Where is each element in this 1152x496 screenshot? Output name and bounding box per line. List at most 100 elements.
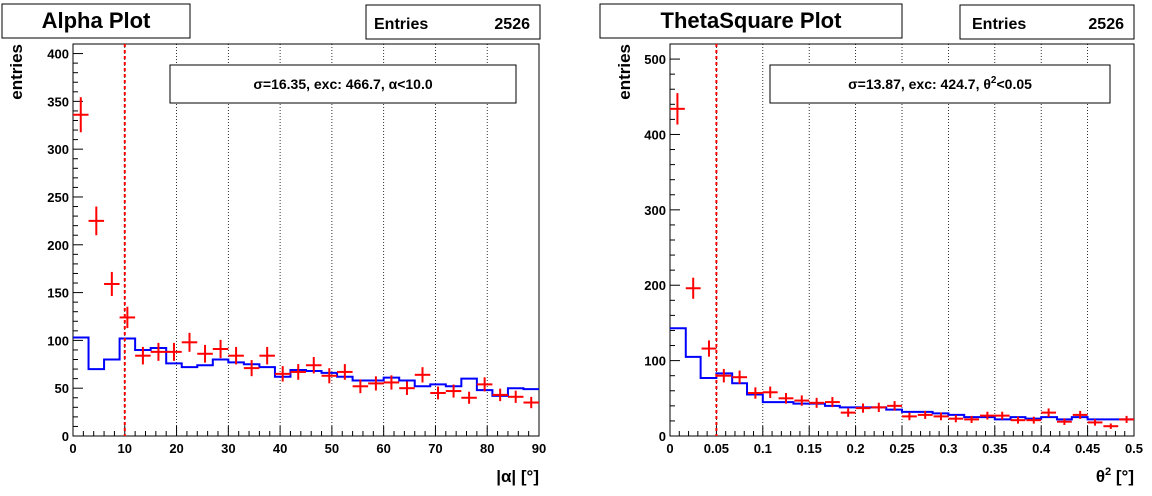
x-tick-label: 0.25 bbox=[889, 441, 914, 456]
data-point bbox=[88, 206, 105, 236]
data-point bbox=[259, 346, 275, 365]
x-tick-label: 20 bbox=[169, 441, 183, 456]
data-point bbox=[507, 390, 524, 403]
data-point bbox=[762, 386, 778, 399]
x-tick-label: 0.4 bbox=[1032, 441, 1051, 456]
data-point bbox=[917, 410, 933, 419]
data-point bbox=[1087, 419, 1103, 426]
y-tick-label: 100 bbox=[47, 333, 69, 348]
data-point bbox=[732, 370, 748, 384]
x-axis-title: θ2 [°] bbox=[1096, 466, 1134, 486]
data-point bbox=[887, 401, 902, 411]
data-point bbox=[321, 368, 338, 384]
data-point bbox=[197, 344, 213, 363]
data-point bbox=[212, 339, 229, 359]
grid-lines bbox=[716, 44, 1088, 436]
data-point bbox=[794, 395, 810, 406]
stats-label: σ=16.35, exc: 466.7, α<10.0 bbox=[253, 76, 433, 92]
y-tick-label: 200 bbox=[644, 278, 666, 293]
data-point bbox=[1041, 408, 1057, 417]
y-tick-label: 300 bbox=[644, 203, 666, 218]
y-axis: 0 100 200 300 400 500 bbox=[644, 43, 680, 444]
plot-frame bbox=[72, 43, 540, 437]
x-tick-label: 0.05 bbox=[704, 441, 729, 456]
x-tick-label: 0.15 bbox=[797, 441, 822, 456]
x-tick-label: 0.2 bbox=[847, 441, 865, 456]
data-point bbox=[119, 306, 136, 329]
data-point bbox=[290, 364, 306, 380]
data-point bbox=[166, 342, 182, 361]
x-tick-label: 0 bbox=[666, 441, 673, 456]
x-tick-label: 50 bbox=[325, 441, 339, 456]
entries-value: 2526 bbox=[494, 16, 530, 33]
histogram-step-line bbox=[73, 336, 539, 397]
stats-box bbox=[169, 64, 517, 104]
data-point bbox=[492, 388, 508, 402]
data-points-series bbox=[670, 93, 1134, 429]
y-tick-label: 300 bbox=[47, 142, 69, 157]
entries-label: Entries bbox=[972, 16, 1026, 33]
data-point bbox=[902, 412, 917, 421]
data-point bbox=[778, 392, 794, 404]
data-point bbox=[104, 271, 120, 297]
data-point bbox=[368, 376, 384, 391]
data-points-series bbox=[73, 97, 539, 409]
data-point bbox=[1056, 418, 1072, 425]
data-point bbox=[979, 411, 995, 420]
x-tick-label: 0.35 bbox=[982, 441, 1007, 456]
data-point bbox=[414, 367, 431, 383]
data-point bbox=[701, 340, 717, 357]
chart-title: Alpha Plot bbox=[42, 8, 151, 33]
data-point bbox=[135, 346, 151, 365]
x-tick-label: 0.45 bbox=[1075, 441, 1100, 456]
y-tick-label: 350 bbox=[47, 94, 69, 109]
x-tick-label: 0.5 bbox=[1125, 441, 1143, 456]
y-tick-label: 50 bbox=[55, 381, 69, 396]
y-tick-label: 500 bbox=[644, 52, 666, 67]
data-point bbox=[685, 277, 701, 299]
x-axis-title-superscript: 2 bbox=[1105, 466, 1111, 478]
chart-title: ThetaSquare Plot bbox=[661, 8, 843, 33]
data-point bbox=[476, 377, 493, 392]
y-axis-title: entries bbox=[7, 44, 26, 100]
y-tick-label: 0 bbox=[62, 429, 69, 444]
data-point bbox=[445, 384, 462, 398]
data-point bbox=[383, 375, 400, 390]
data-point bbox=[871, 402, 887, 413]
y-axis-title: entries bbox=[615, 44, 634, 100]
y-tick-label: 250 bbox=[47, 190, 69, 205]
x-tick-label: 70 bbox=[428, 441, 442, 456]
histogram-series bbox=[73, 336, 539, 397]
title-box bbox=[1, 3, 191, 39]
entries-box bbox=[959, 4, 1135, 40]
stats-superscript: 2 bbox=[991, 75, 997, 86]
x-axis-title: |α| [°] bbox=[496, 467, 539, 486]
data-point bbox=[840, 408, 856, 417]
data-point bbox=[352, 379, 369, 394]
data-point bbox=[824, 397, 840, 408]
stats-label: σ=13.87, exc: 424.7, θ2<0.05 bbox=[848, 75, 1032, 92]
data-point bbox=[994, 411, 1010, 420]
title-box bbox=[599, 3, 903, 39]
alpha-plot-panel: Alpha Plot Entries 2526 0501001502002503… bbox=[1, 3, 546, 486]
x-axis: 0 10 20 30 40 50 60 70 80 90 bbox=[69, 426, 546, 456]
y-tick-label: 150 bbox=[47, 286, 69, 301]
data-point bbox=[1103, 423, 1119, 429]
data-point bbox=[523, 396, 539, 409]
entries-box bbox=[365, 4, 541, 40]
thetasquare-plot-panel: ThetaSquare Plot Entries 2526 0 100 200 300… bbox=[599, 3, 1143, 486]
y-tick-label: 100 bbox=[644, 354, 666, 369]
x-tick-label: 10 bbox=[118, 441, 132, 456]
data-point bbox=[933, 412, 949, 421]
x-tick-label: 60 bbox=[376, 441, 390, 456]
data-point bbox=[670, 93, 685, 125]
data-point bbox=[430, 386, 446, 400]
y-tick-label: 400 bbox=[644, 127, 666, 142]
grid-lines bbox=[124, 44, 488, 436]
data-point bbox=[461, 391, 477, 404]
data-point bbox=[243, 360, 260, 377]
data-point bbox=[150, 342, 167, 361]
data-point bbox=[337, 364, 353, 380]
data-point bbox=[948, 415, 964, 423]
